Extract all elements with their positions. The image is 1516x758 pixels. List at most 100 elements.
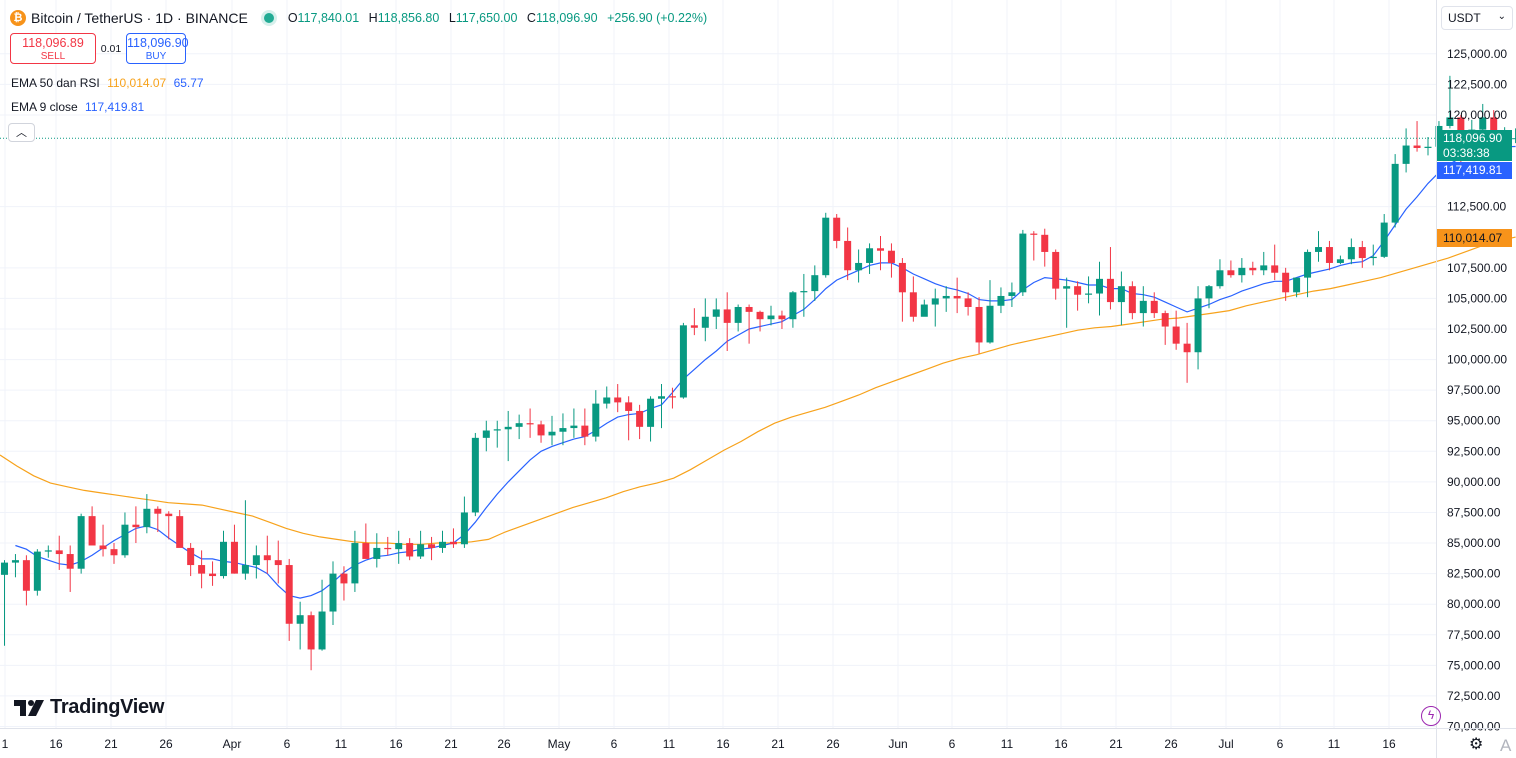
candle-body: [1106, 278, 1114, 303]
candle-body: [439, 541, 446, 548]
candle-body: [252, 555, 260, 566]
candle-body: [1216, 270, 1224, 287]
candle-body: [1271, 265, 1279, 273]
candle-body: [1238, 267, 1246, 276]
symbol-title[interactable]: Bitcoin / TetherUS · 1D · BINANCE: [31, 10, 248, 26]
y-tick-label: 125,000.00: [1447, 47, 1507, 61]
x-tick-label: 26: [497, 737, 511, 751]
indicator-ema9-legend[interactable]: EMA 9 close 117,419.81: [11, 100, 145, 114]
x-tick-label: 16: [1054, 737, 1068, 751]
x-tick-label: 26: [1164, 737, 1178, 751]
quote-currency-select[interactable]: USDT ⌄: [1441, 6, 1513, 30]
y-tick-label: 70,000.00: [1447, 720, 1501, 734]
candle-body: [1282, 272, 1290, 293]
candle-body: [1194, 298, 1202, 353]
tradingview-logo[interactable]: TradingView: [14, 696, 164, 719]
candle-body: [953, 295, 961, 299]
candle-body: [1490, 117, 1498, 141]
ema50-price-tag: 110,014.07: [1437, 229, 1512, 247]
candle-body: [1117, 286, 1125, 303]
y-tick-label: 95,000.00: [1447, 414, 1501, 428]
candle-body: [1325, 247, 1333, 263]
candle-body: [986, 305, 994, 343]
chevron-down-icon: ⌄: [1497, 11, 1506, 22]
candle-body: [1063, 286, 1071, 289]
candle-body: [778, 315, 786, 320]
candle-body: [351, 543, 359, 584]
candle-body: [1052, 251, 1060, 289]
candle-body: [1227, 270, 1235, 276]
candle-body: [570, 425, 578, 429]
x-tick-label: 11: [663, 737, 676, 751]
y-tick-label: 72,500.00: [1447, 689, 1501, 703]
x-tick-label: 11: [1001, 737, 1014, 751]
candle-body: [471, 437, 479, 513]
candle-body: [1424, 146, 1432, 148]
x-tick-label: 6: [284, 737, 291, 751]
candle-body: [285, 565, 293, 624]
auto-scale-icon[interactable]: A: [1500, 736, 1512, 755]
candle-body: [603, 397, 611, 404]
candle-body: [745, 306, 753, 312]
candle-body: [887, 250, 895, 263]
lightning-icon[interactable]: ϟ: [1421, 706, 1441, 726]
candle-body: [274, 560, 282, 566]
candle-body: [1085, 293, 1093, 295]
buy-button[interactable]: 118,096.90 BUY: [126, 33, 189, 64]
ohlc-readout: O117,840.01 H118,856.80 L117,650.00 C118…: [287, 11, 708, 25]
candle-body: [1358, 247, 1366, 259]
candle-body: [1, 562, 8, 575]
ema9-price-tag: 117,419.81: [1437, 162, 1512, 179]
candle-body: [1030, 233, 1038, 235]
candle-body: [482, 430, 490, 438]
candle-body: [165, 513, 173, 517]
y-tick-label: 77,500.00: [1447, 628, 1501, 642]
candle-body: [1041, 234, 1049, 252]
collapse-legend-button[interactable]: ︿: [8, 123, 35, 142]
x-tick-label: 6: [949, 737, 956, 751]
candle-body: [756, 311, 764, 320]
y-tick-label: 120,000.00: [1447, 108, 1507, 122]
indicator-ema50-legend[interactable]: EMA 50 dan RSI 110,014.07 65.77: [11, 76, 204, 90]
candle-body: [515, 423, 523, 427]
candle-body: [384, 547, 392, 550]
last-price-tag: 118,096.90 03:38:38: [1437, 130, 1512, 161]
y-tick-label: 82,500.00: [1447, 567, 1501, 581]
candle-body: [307, 615, 315, 650]
candle-body: [55, 550, 63, 555]
y-tick-label: 97,500.00: [1447, 383, 1501, 397]
candle-body: [548, 431, 556, 436]
candle-body: [362, 543, 370, 559]
x-tick-label: Jun: [888, 737, 907, 751]
y-tick-label: 87,500.00: [1447, 505, 1501, 519]
y-tick-label: 112,500.00: [1447, 200, 1506, 214]
x-tick-label: 11: [335, 737, 348, 751]
candle-body: [241, 565, 249, 574]
candle-body: [964, 298, 972, 307]
candle-body: [395, 543, 403, 550]
candle-body: [1260, 265, 1268, 271]
bitcoin-icon: ₿: [10, 10, 26, 26]
candle-body: [1096, 278, 1103, 294]
candle-body: [800, 291, 808, 293]
candle-body: [1172, 326, 1180, 344]
candle-body: [647, 398, 655, 427]
gear-icon[interactable]: ⚙: [1469, 736, 1484, 753]
candle-body: [844, 240, 852, 271]
candle-body: [99, 545, 107, 550]
candle-body: [1413, 145, 1421, 148]
candle-body: [296, 615, 304, 624]
candlestick-series: [1, 75, 1516, 671]
candle-body: [1369, 256, 1377, 259]
candle-body: [428, 544, 436, 548]
candle-body: [1161, 313, 1169, 327]
candle-body: [1347, 247, 1355, 260]
sell-button[interactable]: 118,096.89 SELL: [10, 33, 96, 64]
chevron-up-icon: ︿: [16, 127, 27, 139]
candle-body: [220, 541, 227, 577]
candle-body: [154, 508, 162, 514]
x-tick-label: Apr: [223, 737, 242, 751]
candle-body: [449, 541, 457, 545]
x-tick-label: 21: [1109, 737, 1123, 751]
